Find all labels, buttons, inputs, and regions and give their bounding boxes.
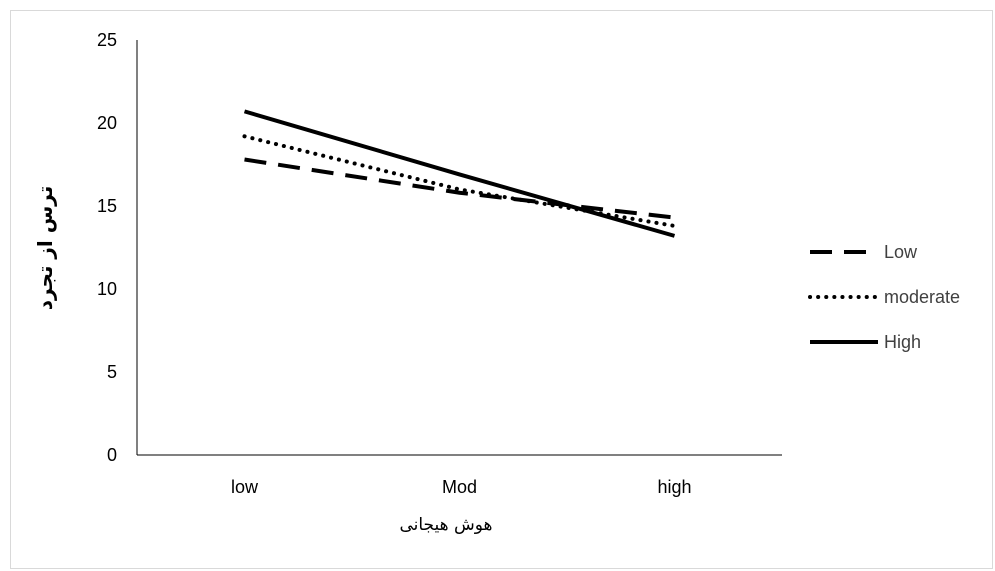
- y-tick-label: 25: [97, 30, 117, 50]
- x-axis-label: هوش هیجانی: [399, 515, 492, 535]
- y-tick-label: 15: [97, 196, 117, 216]
- legend: Low moderate High: [808, 242, 960, 352]
- y-tick-label: 5: [107, 362, 117, 382]
- y-tick-label: 20: [97, 113, 117, 133]
- y-tick-label: 0: [107, 445, 117, 465]
- x-tick-label: low: [231, 477, 259, 497]
- y-tick-label: 10: [97, 279, 117, 299]
- series-lines: [242, 109, 677, 238]
- y-tick-labels: 0 5 10 15 20 25: [97, 30, 117, 465]
- series-line-moderate: [242, 134, 677, 228]
- legend-label: Low: [884, 242, 918, 262]
- legend-label: High: [884, 332, 921, 352]
- x-tick-label: Mod: [442, 477, 477, 497]
- series-line-low: [244, 157, 675, 220]
- x-tick-labels: low Mod high: [231, 477, 692, 497]
- chart-frame: [10, 10, 993, 569]
- y-axis-label: ترس از تجرد: [33, 186, 57, 310]
- series-line-high: [243, 109, 676, 238]
- legend-label: moderate: [884, 287, 960, 307]
- x-tick-label: high: [657, 477, 691, 497]
